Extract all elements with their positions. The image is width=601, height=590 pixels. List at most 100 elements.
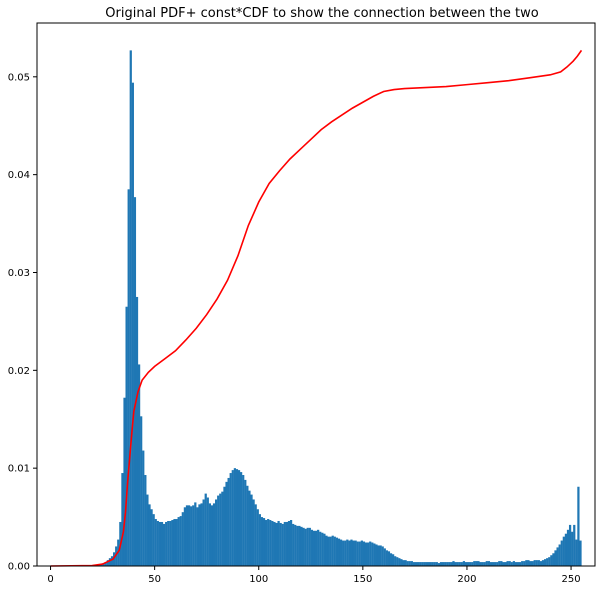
histogram-bar [508, 561, 511, 566]
histogram-bar [181, 512, 184, 566]
histogram-bar [269, 520, 272, 566]
histogram-bar [491, 562, 495, 566]
histogram-bar [473, 561, 476, 566]
histogram-bar [387, 551, 391, 566]
histogram-bar [185, 505, 189, 566]
histogram-bar [108, 558, 112, 566]
histogram-bar [458, 562, 461, 566]
histogram-bar [543, 559, 547, 566]
histogram-bar [364, 542, 368, 566]
y-tick-label: 0.02 [8, 366, 30, 377]
histogram-bar [379, 545, 382, 566]
histogram-bar [398, 558, 401, 566]
histogram-bar [298, 525, 301, 566]
histogram-bar [248, 490, 251, 566]
histogram-bar [539, 561, 543, 566]
histogram-bar [277, 520, 280, 566]
histogram-bar [296, 525, 299, 566]
histogram-bar [215, 499, 218, 566]
histogram-bar [554, 550, 557, 566]
histogram-bar [352, 540, 355, 566]
histogram-bar [535, 560, 538, 566]
histogram-bar [427, 562, 430, 566]
histogram-bar [462, 561, 466, 566]
histogram-bar [485, 561, 488, 566]
x-tick-label: 200 [457, 574, 476, 585]
histogram-bar [133, 197, 137, 566]
histogram-bar [464, 562, 468, 566]
histogram-bar [579, 540, 582, 566]
histogram-bar [304, 528, 307, 566]
histogram-bar [154, 519, 157, 566]
histogram-bar [150, 509, 153, 566]
histogram-bar [115, 546, 118, 566]
histogram-bar [423, 562, 426, 566]
histogram-bar [431, 562, 434, 566]
histogram-bar [206, 497, 209, 566]
y-tick-label: 0.04 [8, 170, 30, 181]
histogram-bar [510, 562, 513, 566]
histogram-bar [319, 531, 322, 566]
histogram-bar [165, 521, 168, 566]
histogram-bar [204, 493, 207, 566]
histogram-bar [356, 541, 359, 566]
histogram-bar [523, 561, 526, 566]
histogram-bar [441, 562, 445, 566]
histogram-bar [548, 557, 551, 566]
histogram-bar [190, 506, 193, 566]
histogram-bar [202, 499, 205, 566]
histogram-bar [198, 504, 201, 566]
histogram-bar [400, 559, 403, 566]
histogram-bar [100, 564, 103, 566]
histogram-bar [560, 540, 563, 566]
histogram-bar [389, 553, 393, 566]
histogram-bar [258, 514, 261, 566]
histogram-bar [450, 562, 453, 566]
histogram-bar [187, 505, 191, 566]
histogram-bar [525, 560, 528, 566]
histogram-bar [244, 479, 247, 566]
histogram-bar [494, 562, 497, 566]
histogram-bar [354, 540, 357, 566]
x-tick-label: 150 [353, 574, 372, 585]
histogram-bar [452, 561, 455, 566]
histogram-bar [314, 530, 318, 566]
histogram-bar [383, 548, 386, 566]
histogram-bar [289, 520, 293, 566]
histogram-bar [152, 514, 155, 566]
histogram-bar [537, 560, 540, 566]
histogram-bar [469, 562, 472, 566]
histogram-bar [102, 563, 105, 566]
histogram-bar [344, 540, 347, 566]
histogram-bar [331, 535, 334, 566]
histogram-bar [146, 494, 149, 566]
histogram-bar [192, 505, 195, 566]
histogram-bar [466, 562, 470, 566]
histogram-bar [410, 561, 413, 566]
histogram-bar [362, 541, 366, 566]
histogram-bar [519, 562, 522, 566]
histogram-bar [233, 468, 236, 566]
histogram-bar [360, 540, 363, 566]
histogram-bar [556, 547, 559, 566]
histogram-bar [339, 539, 343, 566]
histogram-bar [396, 557, 399, 566]
axes-frame [36, 22, 596, 567]
histogram-bar [219, 493, 222, 566]
histogram-bar [260, 517, 264, 566]
histogram-bar [529, 561, 532, 566]
histogram-bar [256, 509, 259, 566]
histogram-bar [240, 472, 243, 566]
histogram-bar [456, 562, 459, 566]
histogram-bar [227, 477, 230, 566]
histogram-bar [252, 499, 255, 566]
histogram-bar [416, 562, 420, 566]
histogram-bar [558, 544, 561, 566]
histogram-bar [200, 503, 203, 566]
histogram-bar [348, 540, 351, 566]
histogram-bar [264, 520, 268, 566]
histogram-bar [306, 527, 309, 566]
histogram-bar [217, 495, 220, 566]
histogram-bar [496, 562, 499, 566]
histogram-bar [273, 521, 276, 566]
